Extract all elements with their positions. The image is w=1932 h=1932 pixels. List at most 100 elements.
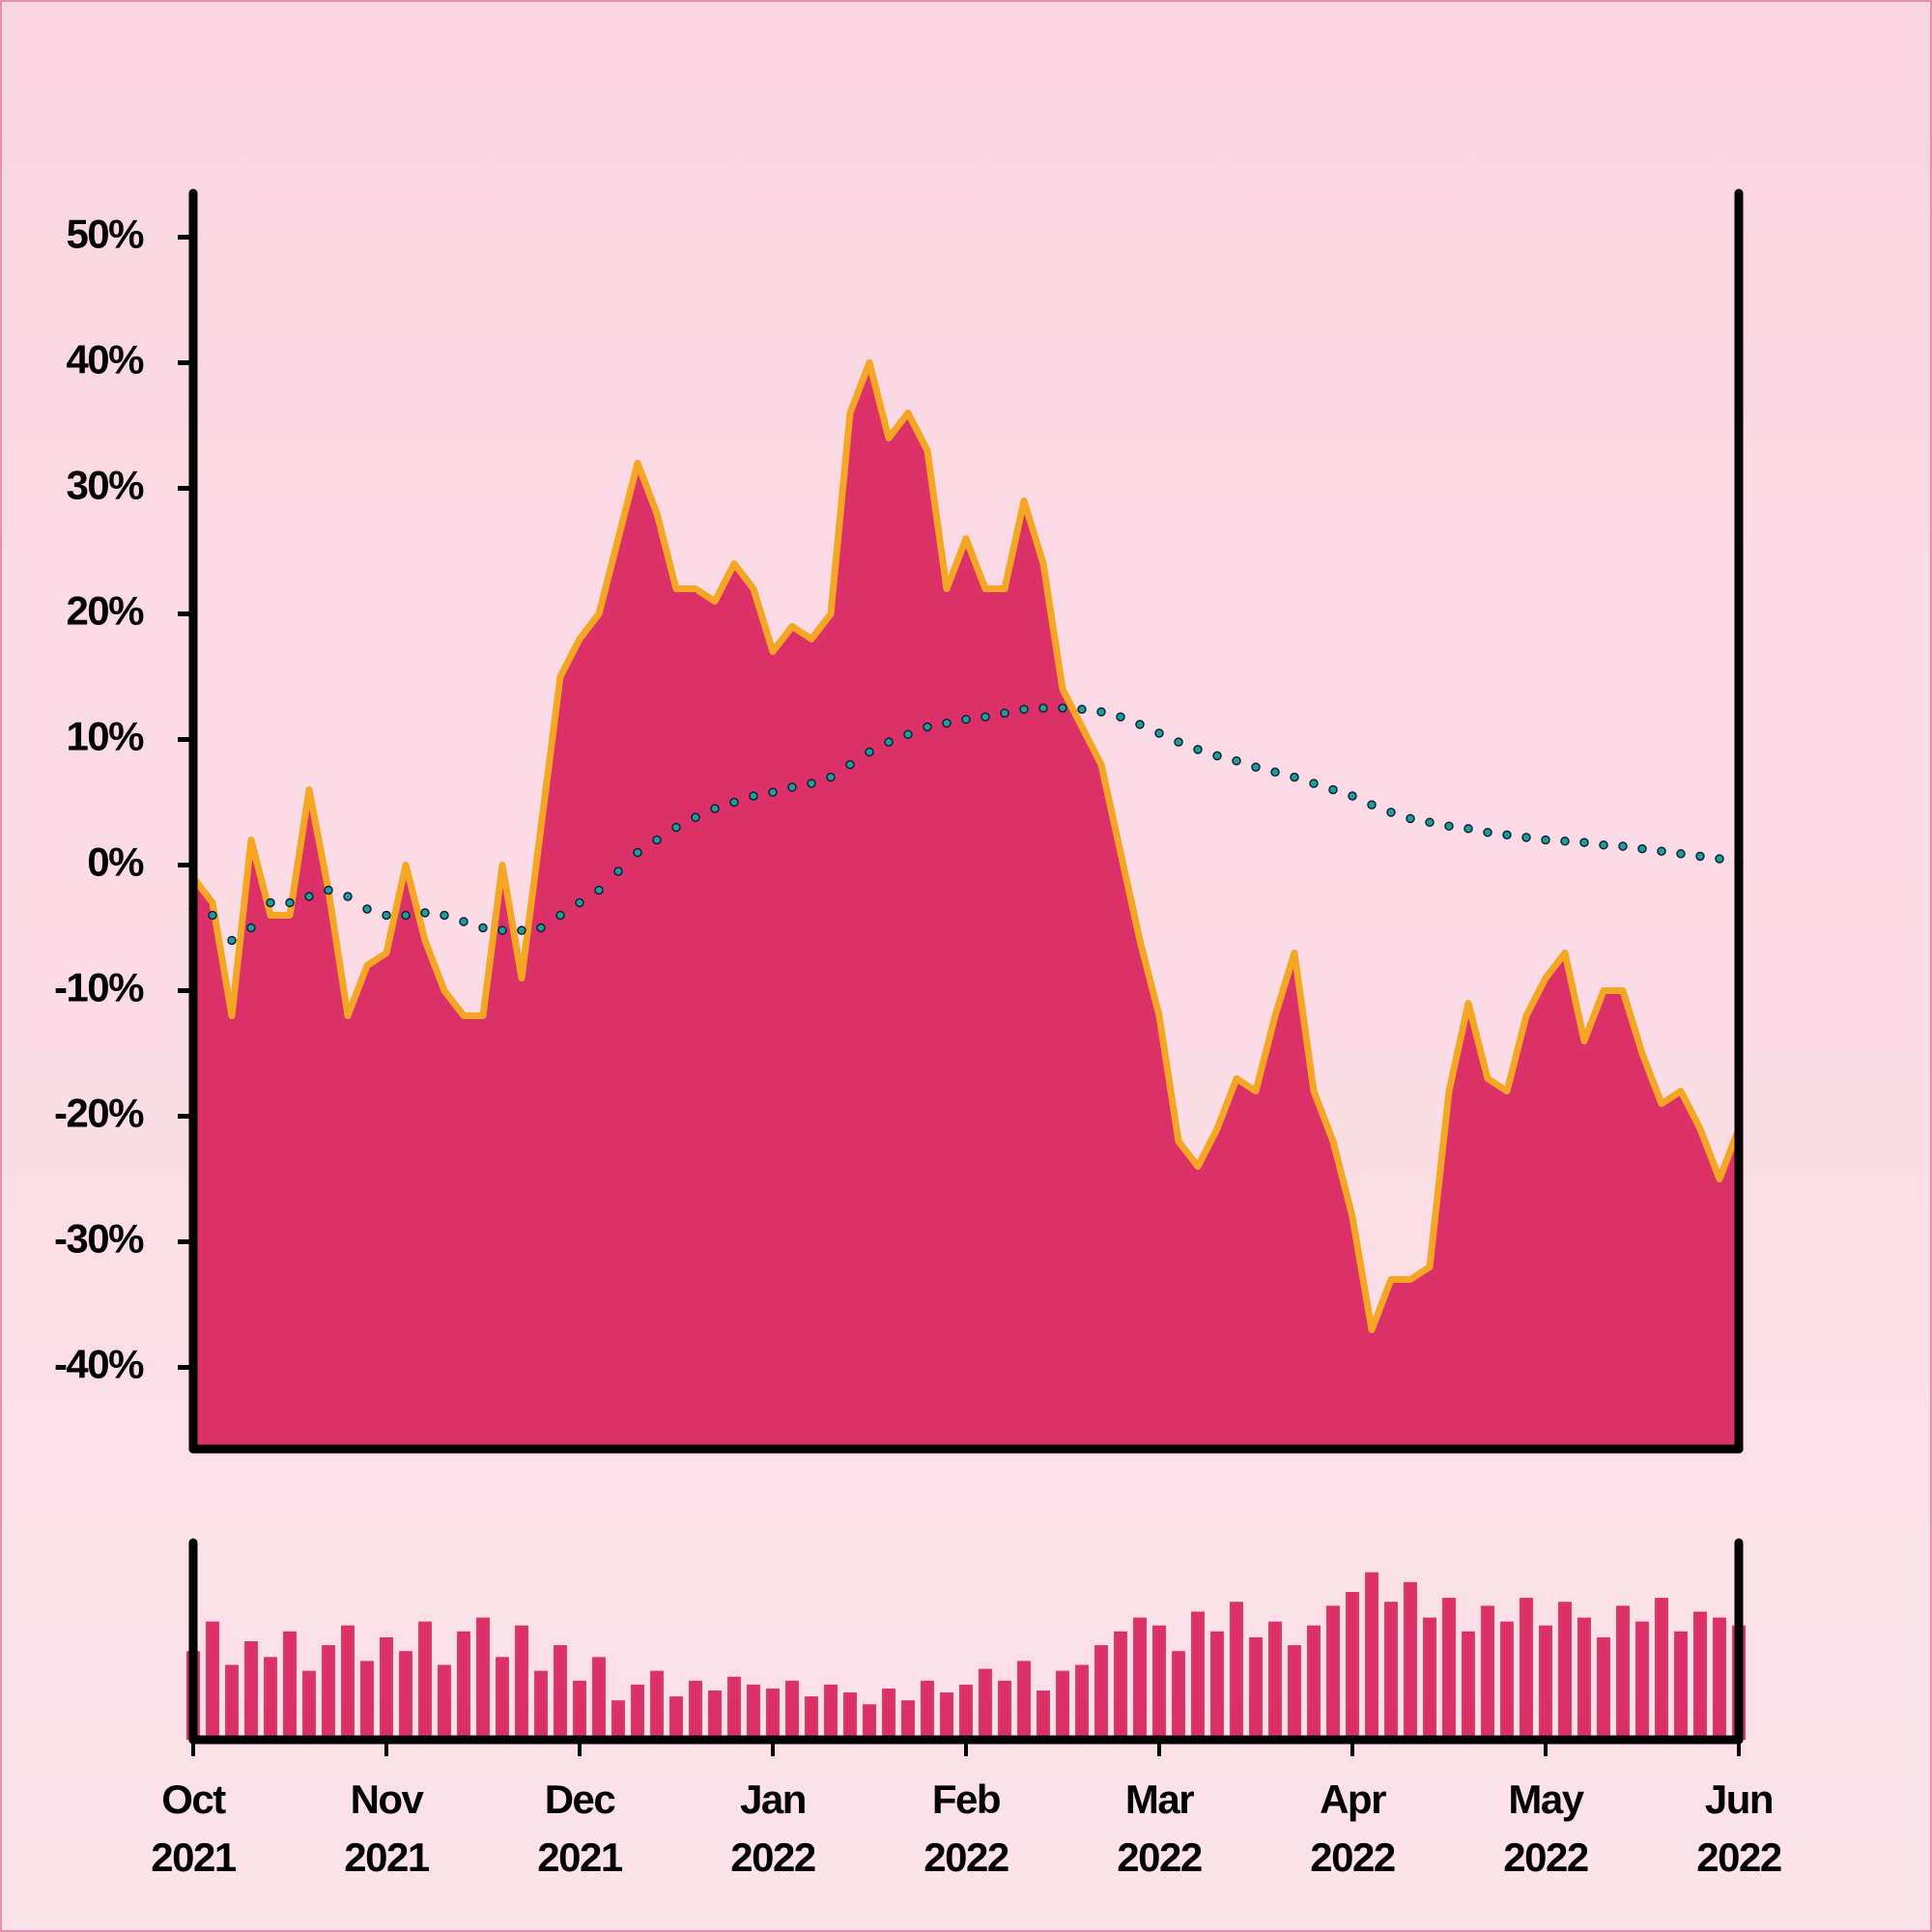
x-tick-label: May 2022 (1503, 1776, 1588, 1880)
volume-bar (824, 1684, 838, 1740)
volume-bar (1693, 1611, 1707, 1740)
ma-dot (1232, 755, 1241, 766)
y-tick-label: 30% (66, 463, 144, 508)
ma-dot (1000, 708, 1009, 718)
ma-dot (536, 923, 546, 933)
volume-bar (959, 1684, 973, 1740)
ma-dot (343, 892, 353, 901)
ma-dot (1077, 704, 1087, 715)
ma-dot (1309, 779, 1319, 788)
volume-bar (1384, 1602, 1398, 1740)
y-tick-label: -40% (54, 1342, 144, 1387)
volume-bar (998, 1680, 1011, 1740)
volume-bar (1191, 1611, 1205, 1740)
volume-bar (1094, 1645, 1108, 1740)
volume-bar (1539, 1625, 1552, 1740)
volume-bar (554, 1645, 567, 1740)
x-tick-label: Mar 2022 (1117, 1776, 1202, 1880)
volume-bar (631, 1684, 644, 1740)
volume-bar (708, 1690, 722, 1740)
volume-bar (457, 1631, 470, 1740)
ma-dot (845, 759, 855, 770)
ma-dot (1386, 808, 1396, 817)
volume-bar (1230, 1602, 1243, 1740)
ma-dot (1521, 833, 1531, 842)
y-tick-label: 40% (66, 337, 144, 383)
ma-dot (1463, 824, 1473, 834)
ma-dot (1096, 707, 1106, 717)
volume-bar (1210, 1631, 1224, 1740)
ma-dot (1348, 791, 1357, 801)
y-tick-label: 50% (66, 212, 144, 257)
x-tick-label: Apr 2022 (1310, 1776, 1395, 1880)
volume-bar (380, 1636, 393, 1740)
y-tick-label: -10% (54, 965, 144, 1010)
ma-dot (1135, 720, 1145, 729)
volume-bar (1442, 1598, 1456, 1740)
ma-dot (1599, 839, 1608, 850)
x-tick-label: Jan 2022 (730, 1776, 815, 1880)
volume-bar (322, 1645, 335, 1740)
volume-bar (1268, 1621, 1282, 1740)
volume-bar (669, 1696, 683, 1740)
ma-dot (787, 782, 797, 792)
x-tick-label: Jun 2022 (1696, 1776, 1781, 1880)
ma-dot (691, 812, 700, 822)
volume-bar (264, 1657, 277, 1740)
ma-dot (1270, 767, 1280, 778)
volume-bar (1597, 1636, 1610, 1740)
volume-bar (1037, 1690, 1050, 1740)
volume-bar (244, 1641, 258, 1740)
volume-bar (1462, 1631, 1475, 1740)
ma-dot (613, 867, 623, 876)
volume-bar (921, 1680, 934, 1740)
ma-dot (1058, 703, 1067, 713)
ma-dot (884, 737, 894, 747)
ma-dot (478, 923, 488, 933)
volume-bar (1133, 1617, 1147, 1740)
volume-bar (1577, 1617, 1591, 1740)
volume-bar (341, 1625, 355, 1740)
ma-dot (1483, 827, 1492, 838)
ma-dot (1541, 835, 1550, 845)
area (193, 362, 1739, 1449)
volume-bar (360, 1661, 374, 1740)
volume-bar (1520, 1598, 1533, 1740)
volume-bar (1423, 1617, 1436, 1740)
volume-bar (1616, 1605, 1630, 1740)
volume-bar (727, 1676, 741, 1740)
volume-bar (843, 1692, 857, 1740)
volume-bar (766, 1688, 780, 1740)
volume-bar (979, 1668, 992, 1740)
volume-bar (1172, 1651, 1185, 1740)
volume-bar (747, 1684, 760, 1740)
ma-dot (1715, 854, 1724, 864)
ma-dot (285, 897, 295, 908)
volume-bar (1249, 1636, 1263, 1740)
volume-bar (1655, 1598, 1668, 1740)
ma-dot (1212, 751, 1222, 761)
ma-dot (1657, 846, 1666, 856)
volume-bar (1404, 1581, 1417, 1740)
volume-bar (882, 1688, 895, 1740)
volume-bar (1152, 1625, 1166, 1740)
volume-bar (302, 1670, 316, 1740)
y-tick-label: 20% (66, 588, 144, 634)
ma-dot (1193, 745, 1203, 754)
volume-bar (225, 1664, 239, 1740)
volume-bar (1017, 1661, 1031, 1740)
ma-dot (594, 885, 604, 895)
y-tick-label: 0% (87, 839, 144, 885)
ma-dot (266, 897, 275, 908)
volume-bar (1481, 1605, 1494, 1740)
volume-bar (399, 1651, 412, 1740)
volume-bar (1307, 1625, 1321, 1740)
ma-dot (633, 847, 642, 858)
ma-dot (420, 908, 430, 918)
volume-bar (438, 1664, 451, 1740)
volume-bar (1075, 1664, 1089, 1740)
ma-dot (575, 897, 584, 908)
volume-bar (1500, 1621, 1514, 1740)
ma-dot (807, 779, 816, 788)
volume-bar (785, 1680, 799, 1740)
